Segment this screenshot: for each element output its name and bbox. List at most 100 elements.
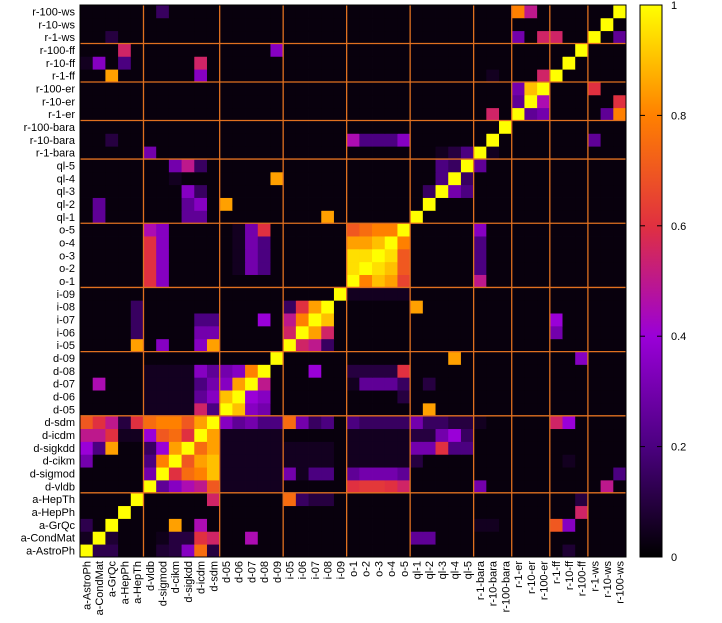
heatmap-cell — [118, 467, 132, 481]
heatmap-cell — [283, 377, 297, 391]
heatmap-cell — [359, 415, 373, 430]
heatmap-cell — [118, 120, 132, 134]
heatmap-cell — [283, 287, 297, 301]
heatmap-cell — [435, 518, 449, 532]
heatmap-cell — [295, 197, 309, 211]
heatmap-cell — [118, 544, 132, 558]
heatmap-cell — [499, 544, 513, 558]
heatmap-cell — [168, 531, 182, 545]
heatmap-cell — [384, 351, 398, 365]
heatmap-cell — [524, 30, 538, 44]
heatmap-cell — [511, 492, 525, 507]
heatmap-cell — [575, 261, 589, 275]
heatmap-cell — [194, 159, 208, 173]
heatmap-cell — [524, 120, 538, 134]
heatmap-cell — [92, 197, 106, 211]
heatmap-cell — [384, 492, 398, 507]
heatmap-cell — [219, 94, 233, 109]
heatmap-cell — [600, 441, 614, 455]
heatmap-cell — [80, 274, 94, 288]
heatmap-cell — [156, 82, 170, 96]
heatmap-cell — [435, 223, 449, 237]
heatmap-cell — [575, 544, 589, 558]
heatmap-cell — [549, 236, 563, 250]
heatmap-cell — [308, 146, 322, 160]
heatmap-cell — [194, 30, 208, 44]
heatmap-cell — [257, 402, 271, 417]
heatmap-cell — [524, 377, 538, 391]
heatmap-cell — [372, 146, 386, 160]
y-tick-label: d-sigmod — [30, 469, 75, 481]
heatmap-cell — [613, 69, 627, 83]
heatmap-cell — [435, 544, 449, 558]
heatmap-cell — [92, 159, 106, 173]
heatmap-cell — [143, 390, 157, 404]
colorbar-tick-label: 0.8 — [671, 110, 686, 122]
heatmap-cell — [448, 17, 462, 32]
heatmap-cell — [486, 94, 500, 109]
heatmap-cell — [511, 390, 525, 404]
heatmap-cell — [105, 210, 119, 224]
heatmap-cell — [435, 467, 449, 481]
x-tick-label: d-sigkdd — [183, 561, 195, 603]
heatmap-cell — [499, 5, 513, 19]
heatmap-cell — [537, 467, 551, 481]
heatmap-cell — [194, 69, 208, 83]
x-tick-label: o-3 — [373, 561, 385, 577]
heatmap-cell — [232, 338, 246, 353]
heatmap-cell — [346, 300, 360, 314]
heatmap-cell — [397, 5, 411, 19]
heatmap-cell — [181, 120, 195, 134]
heatmap-cell — [308, 210, 322, 224]
heatmap-cell — [206, 479, 221, 494]
heatmap-cell — [511, 415, 525, 430]
heatmap-cell — [422, 415, 436, 430]
heatmap-cell — [321, 492, 335, 507]
heatmap-cell — [333, 428, 348, 442]
heatmap-cell — [435, 82, 449, 96]
heatmap-cell — [257, 261, 271, 275]
heatmap-cell — [181, 146, 195, 160]
x-tick-label: r-1-ws — [589, 561, 601, 592]
heatmap-cell — [206, 171, 221, 186]
heatmap-cell — [130, 30, 144, 44]
heatmap-cell — [460, 454, 475, 468]
heatmap-cell — [181, 492, 195, 507]
heatmap-cell — [283, 248, 297, 263]
heatmap-cell — [308, 94, 322, 109]
heatmap-cell — [511, 248, 525, 263]
heatmap-cell — [219, 184, 233, 198]
heatmap-cell — [575, 531, 589, 545]
heatmap-cell — [537, 531, 551, 545]
heatmap-cell — [156, 43, 170, 57]
heatmap-cell — [486, 82, 500, 96]
heatmap-cell — [333, 197, 348, 211]
heatmap-cell — [422, 441, 436, 455]
heatmap-cells — [80, 5, 627, 558]
heatmap-cell — [308, 261, 322, 275]
heatmap-cell — [537, 223, 551, 237]
heatmap-cell — [156, 479, 170, 494]
heatmap-cell — [257, 236, 271, 250]
heatmap-cell — [168, 518, 182, 532]
heatmap-cell — [346, 492, 360, 507]
heatmap-cell — [168, 505, 182, 519]
heatmap-cell — [359, 43, 373, 57]
heatmap-cell — [295, 441, 309, 455]
heatmap-cell — [105, 518, 119, 532]
heatmap-cell — [499, 107, 513, 121]
heatmap-cell — [511, 17, 525, 32]
heatmap-cell — [448, 402, 462, 417]
y-tick-label: o-2 — [59, 263, 75, 275]
heatmap-cell — [105, 5, 119, 19]
heatmap-cell — [511, 94, 525, 109]
heatmap-cell — [486, 492, 500, 507]
heatmap-cell — [270, 300, 284, 314]
heatmap-cell — [524, 325, 538, 340]
heatmap-cell — [333, 505, 348, 519]
heatmap-cell — [321, 300, 335, 314]
heatmap-cell — [372, 377, 386, 391]
heatmap-cell — [397, 531, 411, 545]
heatmap-cell — [130, 197, 144, 211]
heatmap-cell — [92, 300, 106, 314]
